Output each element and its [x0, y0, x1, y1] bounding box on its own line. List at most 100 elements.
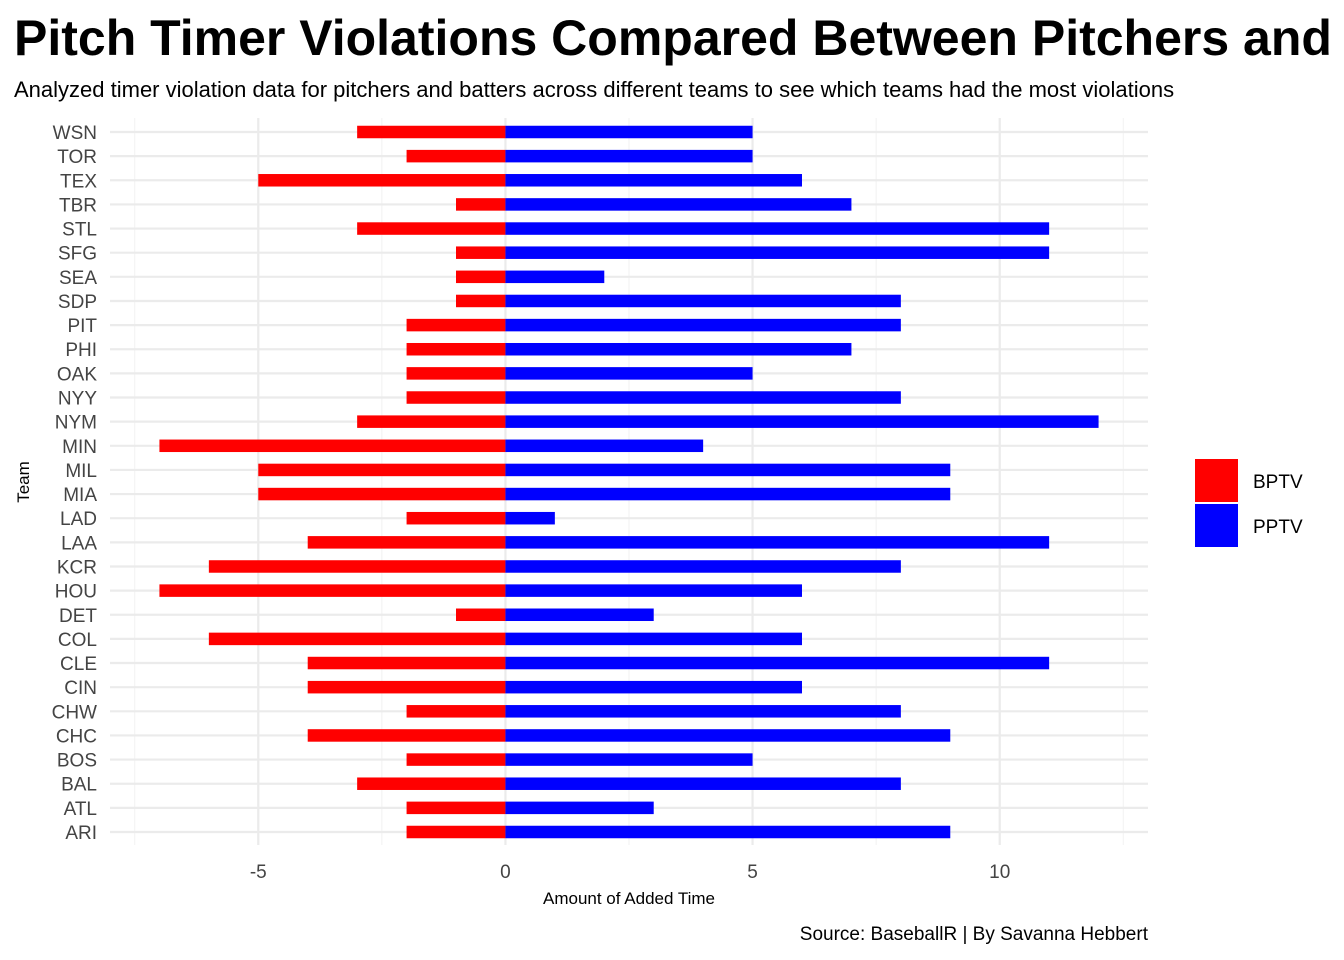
- bar-bptv-ari: [406, 825, 506, 839]
- bar-bptv-tex: [258, 174, 506, 187]
- bar-pptv-stl: [505, 222, 1050, 235]
- bar-bptv-hou: [159, 584, 506, 597]
- bar-bptv-tor: [406, 149, 506, 163]
- bar-bptv-pit: [406, 318, 506, 332]
- bar-pptv-nyy: [505, 391, 901, 404]
- y-tick-label: NYY: [58, 389, 97, 410]
- bar-bptv-chc: [307, 729, 506, 742]
- y-tick-label: TOR: [57, 147, 97, 168]
- bar-bptv-bal: [357, 777, 506, 790]
- y-tick-label: CHC: [56, 726, 97, 747]
- bar-pptv-tbr: [505, 198, 852, 211]
- legend: BPTV PPTV: [1195, 459, 1303, 547]
- y-tick-label: MIL: [65, 461, 97, 482]
- y-tick-label: MIN: [62, 437, 97, 458]
- y-tick-label: HOU: [55, 582, 97, 603]
- bar-pptv-mia: [505, 487, 951, 501]
- bar-bptv-mia: [258, 487, 506, 501]
- y-tick-label: SDP: [58, 292, 97, 313]
- bar-bptv-det: [456, 608, 506, 622]
- bar-bptv-lad: [406, 511, 506, 525]
- bar-pptv-bal: [505, 777, 901, 790]
- y-tick-label: CLE: [60, 654, 97, 675]
- y-tick-label: DET: [59, 606, 97, 627]
- y-tick-label: OAK: [57, 364, 97, 385]
- y-tick-label: CIN: [64, 678, 97, 699]
- y-tick-label: BOS: [57, 751, 97, 772]
- x-tick-label: -5: [250, 862, 267, 883]
- bar-pptv-sea: [505, 270, 605, 284]
- bar-bptv-bos: [406, 753, 506, 766]
- y-tick-label: LAA: [61, 533, 97, 554]
- legend-label-bptv: BPTV: [1253, 472, 1303, 493]
- y-tick-label: COL: [58, 630, 97, 651]
- bar-bptv-kcr: [208, 560, 506, 573]
- bar-bptv-sdp: [456, 294, 506, 308]
- y-tick-label: PHI: [65, 340, 97, 361]
- bar-bptv-stl: [357, 222, 506, 235]
- bar-pptv-ari: [505, 825, 951, 839]
- y-tick-label: BAL: [61, 775, 97, 796]
- bar-pptv-min: [505, 439, 704, 453]
- y-tick-label: PIT: [67, 316, 97, 337]
- y-tick-label: TBR: [59, 195, 97, 216]
- bars: [159, 125, 1099, 839]
- legend-label-pptv: PPTV: [1253, 517, 1303, 538]
- bar-pptv-chc: [505, 729, 951, 742]
- bar-pptv-phi: [505, 342, 852, 356]
- bar-pptv-wsn: [505, 125, 753, 139]
- bar-bptv-cin: [307, 680, 506, 694]
- y-tick-label: ARI: [65, 823, 97, 844]
- bar-bptv-oak: [406, 367, 506, 380]
- bar-pptv-kcr: [505, 560, 901, 573]
- bar-bptv-phi: [406, 342, 506, 356]
- bar-pptv-laa: [505, 536, 1050, 549]
- x-tick-label: 5: [747, 862, 758, 883]
- bar-bptv-tbr: [456, 198, 506, 211]
- bar-bptv-sfg: [456, 246, 506, 259]
- bar-pptv-cle: [505, 656, 1050, 670]
- x-axis-label: Amount of Added Time: [543, 889, 715, 908]
- chart-subtitle: Analyzed timer violation data for pitche…: [14, 77, 1174, 102]
- x-tick-label: 10: [989, 862, 1010, 883]
- bar-bptv-sea: [456, 270, 506, 284]
- bar-pptv-nym: [505, 415, 1099, 428]
- y-tick-label: NYM: [55, 413, 97, 434]
- bar-bptv-chw: [406, 705, 506, 718]
- y-tick-label: LAD: [60, 509, 97, 530]
- chart-caption: Source: BaseballR | By Savanna Hebbert: [800, 924, 1149, 945]
- y-tick-label: CHW: [52, 702, 97, 723]
- y-tick-label: WSN: [53, 123, 97, 144]
- bar-bptv-col: [208, 632, 506, 646]
- y-tick-label: ATL: [64, 799, 97, 820]
- legend-swatch-bptv: [1195, 459, 1238, 502]
- y-axis-label: Team: [14, 461, 33, 503]
- legend-swatch-pptv: [1195, 504, 1238, 547]
- y-tick-label: KCR: [57, 557, 97, 578]
- bar-pptv-bos: [505, 753, 753, 766]
- bar-pptv-oak: [505, 367, 753, 380]
- bar-pptv-sdp: [505, 294, 901, 308]
- y-tick-label: TEX: [60, 171, 97, 192]
- x-tick-label: 0: [500, 862, 511, 883]
- bar-bptv-min: [159, 439, 506, 453]
- bar-pptv-tor: [505, 149, 753, 163]
- bar-pptv-pit: [505, 318, 901, 332]
- y-tick-label: SFG: [58, 244, 97, 265]
- y-tick-label: MIA: [63, 485, 97, 506]
- y-tick-label: STL: [62, 220, 97, 241]
- bar-pptv-tex: [505, 174, 802, 187]
- bar-pptv-col: [505, 632, 802, 646]
- bar-pptv-chw: [505, 705, 901, 718]
- y-tick-label: SEA: [59, 268, 97, 289]
- bar-bptv-laa: [307, 536, 506, 549]
- bar-pptv-mil: [505, 463, 951, 477]
- x-tick-labels: -5 0 5 10: [250, 862, 1010, 883]
- bar-pptv-lad: [505, 511, 555, 525]
- bar-pptv-det: [505, 608, 654, 622]
- bar-bptv-cle: [307, 656, 506, 670]
- bar-bptv-nyy: [406, 391, 506, 404]
- chart-title: Pitch Timer Violations Compared Between …: [14, 10, 1344, 66]
- bar-bptv-nym: [357, 415, 506, 428]
